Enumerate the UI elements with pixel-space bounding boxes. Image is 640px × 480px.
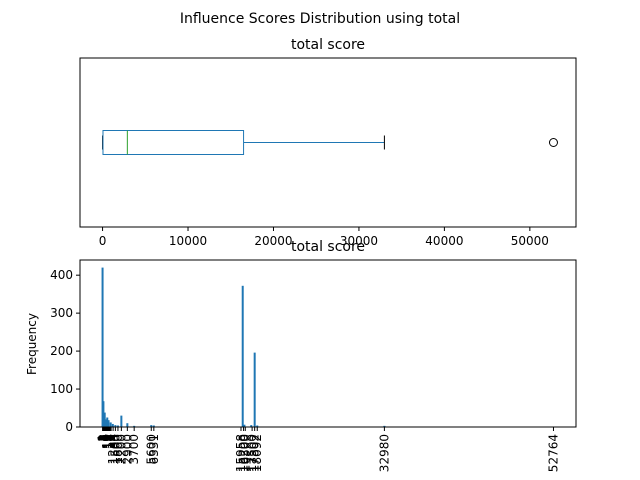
frequency-x-tick-label: 17: [104, 434, 118, 449]
frequency-title: total score: [291, 239, 365, 255]
frequency-x-tick-label: 17500: [245, 434, 259, 472]
frequency-y-label: Frequency: [25, 313, 39, 375]
frequency-y-tick-label: 100: [50, 382, 73, 396]
frequency-bar: [126, 423, 129, 427]
boxplot-x-ticks: 0 10000 20000 30000 40000 50000: [99, 227, 549, 248]
boxplot-title: total score: [291, 37, 365, 53]
boxplot-frame: [79, 57, 577, 228]
frequency-bar: [109, 422, 112, 427]
frequency-bar: [133, 425, 136, 427]
frequency-y-tick-label: 400: [50, 268, 73, 282]
frequency-x-tick-label: 14: [102, 434, 116, 449]
frequency-x-tick-label: 4: [97, 434, 111, 442]
boxplot-axes: total score 0 10000 20000 30000 40000 50000: [79, 37, 577, 248]
frequency-x-tick-label: 15: [103, 434, 117, 449]
frequency-x-tick-label: 5600: [144, 434, 158, 465]
boxplot-marks: [102, 130, 558, 155]
frequency-x-tick-label: 11: [101, 434, 115, 449]
frequency-bar: [253, 352, 256, 427]
frequency-x-tick-label: 6: [98, 434, 112, 442]
frequency-x-tick-label: 2900: [120, 434, 134, 465]
frequency-x-tick-label: 9: [100, 434, 114, 442]
frequency-bar: [120, 415, 123, 427]
frequency-x-tick-label: 18092: [250, 434, 264, 472]
frequency-x-tick-label: 17802: [248, 434, 262, 472]
frequency-y-tick-label: 0: [65, 420, 73, 434]
frequency-y-tick-label: 200: [50, 344, 73, 358]
frequency-bar: [383, 425, 386, 427]
frequency-x-tick-label: 1234: [106, 434, 120, 465]
frequency-bar: [241, 285, 244, 427]
frequency-y-ticks: 0 100 200 300 400: [50, 268, 80, 434]
frequency-frame: [79, 259, 577, 428]
boxplot-x-tick-label: 40000: [425, 234, 463, 248]
frequency-x-tick-label: 16: [103, 434, 117, 449]
frequency-bar: [107, 420, 110, 427]
frequency-x-tick-label: 16200: [237, 434, 251, 472]
frequency-x-tick-label: 1: [96, 434, 110, 442]
boxplot-x-tick-label: 50000: [511, 234, 549, 248]
frequency-bar: [114, 425, 117, 427]
boxplot-x-tick-label: 30000: [340, 234, 378, 248]
frequency-y-tick-label: 300: [50, 306, 73, 320]
frequency-bar: [116, 425, 119, 427]
frequency-bar: [106, 417, 109, 427]
frequency-bar: [150, 425, 153, 427]
frequency-bar: [111, 423, 114, 427]
frequency-bar: [101, 267, 104, 427]
frequency-x-tick-label: 12: [101, 434, 115, 449]
frequency-x-tick-label: 32980: [377, 434, 391, 472]
frequency-x-ticks: 1234567891011121314151617123415001800220…: [96, 427, 560, 472]
frequency-x-tick-label: 10: [100, 434, 114, 449]
frequency-x-tick-label: 2: [96, 434, 110, 442]
frequency-x-tick-label: 13: [102, 434, 116, 449]
frequency-x-tick-label: 3: [97, 434, 111, 442]
frequency-bar: [152, 425, 155, 427]
figure-suptitle: Influence Scores Distribution using tota…: [180, 11, 460, 27]
frequency-x-tick-label: 52764: [546, 434, 560, 472]
frequency-bar: [256, 425, 259, 427]
frequency-bars: [101, 267, 555, 428]
frequency-x-tick-label: 3700: [127, 434, 141, 465]
frequency-x-tick-label: 1500: [108, 434, 122, 465]
outlier-point: [548, 138, 558, 147]
frequency-x-tick-label: 5: [98, 434, 112, 442]
boxplot-x-tick-label: 20000: [254, 234, 292, 248]
boxplot-x-tick-label: 0: [99, 234, 107, 248]
frequency-x-tick-label: 2200: [114, 434, 128, 465]
frequency-bar: [250, 425, 253, 427]
boxplot-x-tick-label: 10000: [169, 234, 207, 248]
frequency-x-tick-label: 1800: [111, 434, 125, 465]
frequency-bar: [243, 424, 246, 427]
frequency-x-tick-label: 7: [99, 434, 113, 442]
frequency-x-tick-label: 16500: [238, 434, 252, 472]
frequency-x-tick-label: 6331: [147, 434, 161, 465]
frequency-bar: [104, 419, 107, 427]
frequency-bar: [103, 412, 106, 427]
box-iqr: [102, 130, 245, 155]
frequency-x-tick-label: 8: [99, 434, 113, 442]
frequency-bar: [102, 401, 105, 427]
frequency-x-tick-label: 15958: [234, 434, 248, 472]
